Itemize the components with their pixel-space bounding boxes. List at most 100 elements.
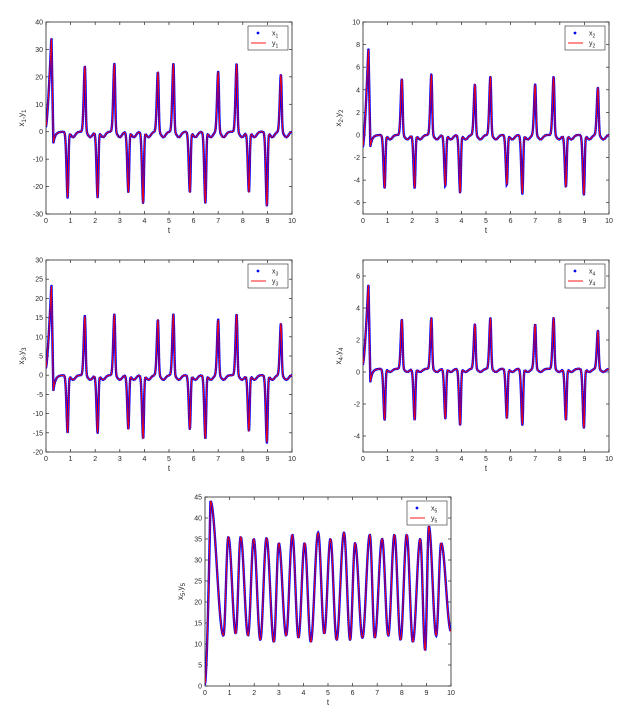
y-tick-label: 10	[194, 642, 202, 649]
legend-box	[564, 263, 606, 289]
y-tick-label: 6	[356, 65, 360, 72]
x-tick-label: 4	[142, 456, 146, 463]
y-tick-label: -5	[37, 392, 43, 399]
y-tick-label: 2	[356, 338, 360, 345]
y-axis-label: x1,y1	[17, 109, 28, 127]
x-tick-label: 0	[44, 456, 48, 463]
y-tick-label: 5	[39, 354, 43, 361]
x-tick-label: 1	[228, 690, 232, 697]
y-tick-label: 30	[35, 258, 43, 265]
y-tick-label: 0	[39, 129, 43, 136]
x-tick-label: 10	[288, 456, 296, 463]
x-tick-label: 1	[386, 456, 390, 463]
x-tick-label: 2	[252, 690, 256, 697]
x-tick-label: 6	[192, 218, 196, 225]
x-tick-label: 2	[410, 456, 414, 463]
x-tick-label: 6	[351, 690, 355, 697]
x-tick-label: 8	[241, 456, 245, 463]
x-tick-label: 10	[605, 218, 613, 225]
y-axis-label: x2,y2	[334, 109, 345, 127]
y-tick-label: 8	[356, 42, 360, 49]
legend-box	[406, 500, 448, 526]
legend-label-x: x2	[589, 31, 596, 40]
y-tick-label: 0	[356, 370, 360, 377]
y-tick-label: 10	[352, 20, 360, 27]
x-tick-label: 4	[459, 218, 463, 225]
x-tick-label: 2	[410, 218, 414, 225]
y-tick-label: -4	[354, 178, 360, 185]
x-tick-label: 6	[192, 456, 196, 463]
x-tick-label: 10	[288, 218, 296, 225]
y-axis-label: x5,y5	[176, 582, 187, 600]
y-tick-label: 25	[35, 277, 43, 284]
x-axis-label: t	[168, 464, 171, 473]
x-tick-label: 5	[167, 456, 171, 463]
legend-marker-x	[573, 31, 577, 35]
y-axis-label: x4,y4	[334, 347, 345, 365]
y-tick-label: 10	[35, 334, 43, 341]
subplot-3: 0 1 2 3 4 5 6 7 8 9 10 -20 -15 -10 -5 0 5 10 15 20 25 30 t x3,y…	[17, 258, 296, 474]
legend-marker-x	[573, 269, 577, 273]
x-tick-label: 5	[326, 690, 330, 697]
x-axis-label: t	[327, 698, 330, 707]
y-tick-label: 4	[356, 306, 360, 313]
legend-label-y: y1	[272, 41, 279, 50]
legend-label-x: x4	[589, 269, 596, 278]
x-tick-label: 3	[435, 218, 439, 225]
y-tick-label: 2	[356, 110, 360, 117]
x-tick-label: 1	[69, 218, 73, 225]
x-axis-label: t	[485, 464, 488, 473]
legend-label-x: x3	[272, 269, 279, 278]
legend-marker-x	[256, 269, 260, 273]
y-tick-label: -10	[33, 411, 43, 418]
x-tick-label: 5	[167, 218, 171, 225]
x-tick-label: 9	[424, 690, 428, 697]
y-tick-label: 30	[194, 558, 202, 565]
y-tick-label: -20	[33, 450, 43, 457]
y-tick-label: 0	[356, 132, 360, 139]
y-tick-label: 20	[35, 74, 43, 81]
x-tick-label: 7	[533, 218, 537, 225]
x-tick-label: 9	[582, 456, 586, 463]
x-tick-label: 8	[400, 690, 404, 697]
x-axis-label: t	[485, 226, 488, 235]
legend-label-x: x5	[431, 506, 438, 515]
legend-box	[247, 25, 289, 51]
y-tick-label: 5	[198, 663, 202, 670]
y-tick-label: 20	[194, 600, 202, 607]
x-tick-label: 0	[203, 690, 207, 697]
x-tick-label: 4	[301, 690, 305, 697]
y-tick-label: 25	[194, 579, 202, 586]
y-tick-label: -20	[33, 184, 43, 191]
x-tick-label: 3	[277, 690, 281, 697]
x-tick-label: 9	[265, 456, 269, 463]
x-tick-label: 5	[484, 218, 488, 225]
y-axis-label: x3,y3	[17, 347, 28, 365]
y-tick-label: 35	[194, 537, 202, 544]
x-tick-label: 4	[459, 456, 463, 463]
x-tick-label: 3	[118, 218, 122, 225]
y-tick-label: 0	[39, 373, 43, 380]
series-y2	[363, 49, 609, 195]
x-tick-label: 4	[142, 218, 146, 225]
x-tick-label: 0	[361, 456, 365, 463]
x-tick-label: 0	[44, 218, 48, 225]
y-tick-label: 0	[198, 684, 202, 691]
x-tick-label: 9	[582, 218, 586, 225]
x-tick-label: 8	[558, 218, 562, 225]
x-tick-label: 3	[118, 456, 122, 463]
x-tick-label: 9	[265, 218, 269, 225]
x-tick-label: 2	[93, 218, 97, 225]
y-tick-label: 30	[35, 47, 43, 54]
y-tick-label: -10	[33, 157, 43, 164]
x-axis-label: t	[168, 226, 171, 235]
y-tick-label: 45	[194, 495, 202, 502]
x-tick-label: 1	[386, 218, 390, 225]
y-tick-label: -30	[33, 212, 43, 219]
